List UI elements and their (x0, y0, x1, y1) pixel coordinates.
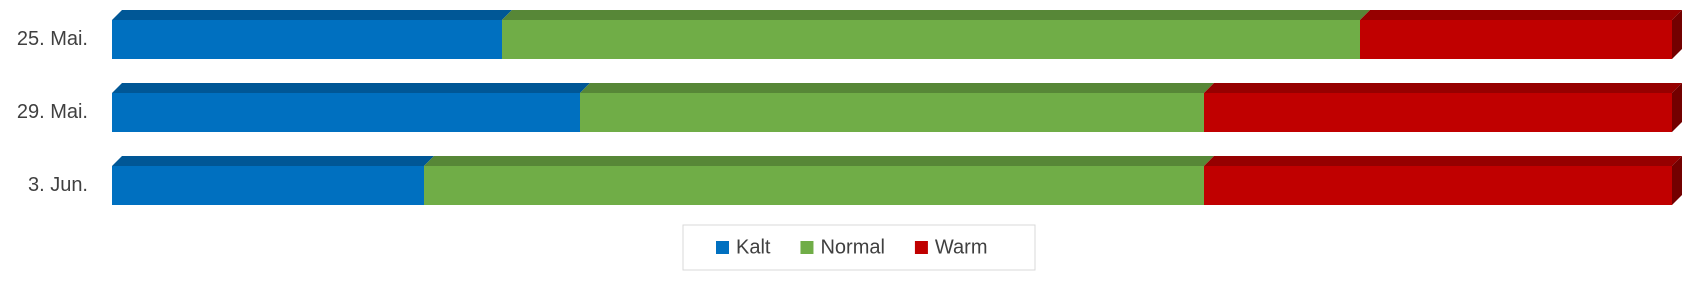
legend-swatch (800, 241, 814, 254)
legend: Kalt Normal Warm (682, 224, 1036, 271)
legend-label: Warm (935, 236, 988, 258)
bar (424, 166, 1204, 205)
bar-side (1672, 156, 1682, 205)
bar-top (1204, 83, 1682, 93)
bar (1360, 20, 1672, 59)
y-tick-label: 3. Jun. (28, 174, 88, 196)
y-tick-label: 29. Mai. (17, 101, 88, 123)
bar-top (424, 156, 1214, 166)
bar-top (502, 10, 1370, 20)
bar-top (1204, 156, 1682, 166)
bar (1204, 93, 1672, 132)
legend-box (682, 224, 1036, 271)
y-tick-label: 25. Mai. (17, 28, 88, 50)
bar-side (1672, 83, 1682, 132)
legend-swatch (716, 241, 729, 254)
bar (502, 20, 1360, 59)
legend-label: Normal (820, 236, 884, 258)
bar-top (112, 156, 434, 166)
bar-top (1360, 10, 1682, 20)
legend-label: Kalt (736, 236, 771, 258)
bar (1204, 166, 1672, 205)
bar-top (580, 83, 1214, 93)
bar-top (112, 10, 512, 20)
bar-side (1672, 10, 1682, 59)
bar (112, 93, 580, 132)
legend-swatch (914, 241, 928, 254)
bar-top (112, 83, 590, 93)
bar (580, 93, 1204, 132)
bar (112, 166, 424, 205)
bar (112, 20, 502, 59)
